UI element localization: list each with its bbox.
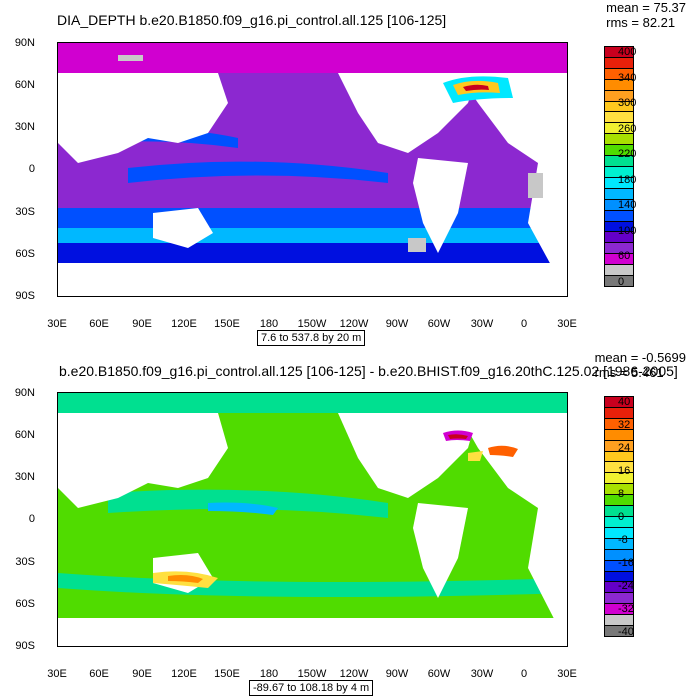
bottom-lon-label: 90W bbox=[385, 668, 409, 680]
bottom-lat-label: 60S bbox=[15, 598, 35, 610]
top-lon-label: 30E bbox=[557, 318, 577, 330]
top-lon-label: 150W bbox=[297, 318, 327, 330]
bottom-lon-label: 180 bbox=[259, 668, 279, 680]
top-lat-label: 30N bbox=[14, 121, 35, 133]
top-lat-label: 30S bbox=[15, 206, 35, 218]
top-mean: mean = 75.37 rms = 82.21 bbox=[606, 0, 686, 30]
bottom-colorbar-label: -16 bbox=[618, 557, 634, 569]
top-colorbar-label: 60 bbox=[618, 250, 631, 263]
bottom-lon-label: 120E bbox=[171, 668, 197, 680]
bottom-colorbar-segment bbox=[604, 625, 634, 637]
bottom-colorbar-label: 16 bbox=[618, 465, 631, 477]
bottom-lat-label: 30S bbox=[15, 556, 35, 568]
bottom-lat-label: 60N bbox=[14, 429, 35, 441]
top-lon-label: 60E bbox=[89, 318, 109, 330]
top-colorbar-label: 180 bbox=[618, 173, 637, 186]
top-lon-label: 90E bbox=[132, 318, 152, 330]
top-colorbar-label: 340 bbox=[618, 71, 637, 84]
bottom-lat-label: 0 bbox=[28, 513, 35, 525]
top-lon-label: 60W bbox=[427, 318, 451, 330]
bottom-lat-label: 90S bbox=[15, 640, 35, 652]
bottom-colorbar-label: -32 bbox=[618, 603, 634, 615]
bottom-lon-label: 0 bbox=[520, 668, 528, 680]
top-colorbar-label: 300 bbox=[618, 97, 637, 110]
top-colorbar-label: 140 bbox=[618, 199, 637, 212]
bottom-colorbar-label: -24 bbox=[618, 580, 634, 592]
bottom-colorbar-label: 40 bbox=[618, 396, 631, 408]
top-colorbar-label: 0 bbox=[618, 276, 625, 288]
bottom-lon-label: 120W bbox=[339, 668, 369, 680]
top-panel: DIA_DEPTH b.e20.B1850.f09_g16.pi_control… bbox=[14, 0, 686, 346]
bottom-panel: b.e20.B1850.f09_g16.pi_control.all.125 [… bbox=[0, 350, 700, 700]
top-lon-label: 0 bbox=[520, 318, 528, 330]
bottom-mean: mean = -0.5699 rms = 5.461 bbox=[595, 350, 686, 380]
top-colorbar bbox=[604, 46, 634, 287]
bottom-colorbar-label: 32 bbox=[618, 419, 631, 431]
bottom-map bbox=[57, 392, 568, 647]
bottom-colorbar-label: 24 bbox=[618, 442, 631, 454]
top-title: DIA_DEPTH b.e20.B1850.f09_g16.pi_control… bbox=[57, 12, 447, 28]
top-colorbar-segment bbox=[604, 275, 634, 287]
top-lon-label: 120E bbox=[171, 318, 197, 330]
bottom-rms-value: rms = 5.461 bbox=[594, 365, 664, 380]
bottom-lon-label: 60W bbox=[427, 668, 451, 680]
bottom-lon-label: 30W bbox=[470, 668, 494, 680]
top-lat-label: 60S bbox=[15, 248, 35, 260]
top-lon-label: 120W bbox=[339, 318, 369, 330]
bottom-lat-label: 30N bbox=[14, 471, 35, 483]
top-lat-label: 90N bbox=[14, 37, 35, 49]
bottom-lon-label: 150W bbox=[297, 668, 327, 680]
top-mean-value: mean = 75.37 bbox=[606, 0, 686, 15]
top-lon-label: 150E bbox=[214, 318, 240, 330]
bottom-lat-label: 90N bbox=[14, 387, 35, 399]
top-lat-label: 60N bbox=[14, 79, 35, 91]
top-lat-label: 0 bbox=[28, 163, 35, 175]
bottom-lon-label: 90E bbox=[132, 668, 152, 680]
top-map bbox=[57, 42, 568, 297]
top-lat-label: 90S bbox=[15, 290, 35, 302]
top-map-field bbox=[58, 43, 567, 296]
top-colorbar-label: 400 bbox=[618, 46, 637, 58]
bottom-lon-label: 30E bbox=[47, 668, 67, 680]
top-lon-label: 90W bbox=[385, 318, 409, 330]
bottom-colorbar-label: -40 bbox=[618, 626, 634, 638]
bottom-lon-label: 30E bbox=[557, 668, 577, 680]
bottom-lon-label: 60E bbox=[89, 668, 109, 680]
top-colorbar-label: 220 bbox=[618, 148, 637, 161]
bottom-colorbar-label: -8 bbox=[618, 534, 628, 546]
bottom-colorbar-label: 8 bbox=[618, 488, 625, 500]
bottom-lon-label: 150E bbox=[214, 668, 240, 680]
top-lon-label: 180 bbox=[259, 318, 279, 330]
bottom-colorbar bbox=[604, 396, 634, 637]
bottom-colorbar-label: 0 bbox=[618, 511, 625, 523]
bottom-title: b.e20.B1850.f09_g16.pi_control.all.125 [… bbox=[59, 363, 678, 379]
top-colorbar-label: 260 bbox=[618, 122, 637, 135]
top-range-box: 7.6 to 537.8 by 20 m bbox=[257, 330, 366, 346]
top-rms-value: rms = 82.21 bbox=[606, 15, 676, 30]
top-lon-label: 30W bbox=[470, 318, 494, 330]
bottom-range-box: -89.67 to 108.18 by 4 m bbox=[249, 680, 374, 696]
bottom-mean-value: mean = -0.5699 bbox=[594, 350, 686, 365]
top-lon-label: 30E bbox=[47, 318, 67, 330]
bottom-map-field bbox=[58, 393, 567, 646]
top-colorbar-label: 100 bbox=[618, 224, 637, 237]
